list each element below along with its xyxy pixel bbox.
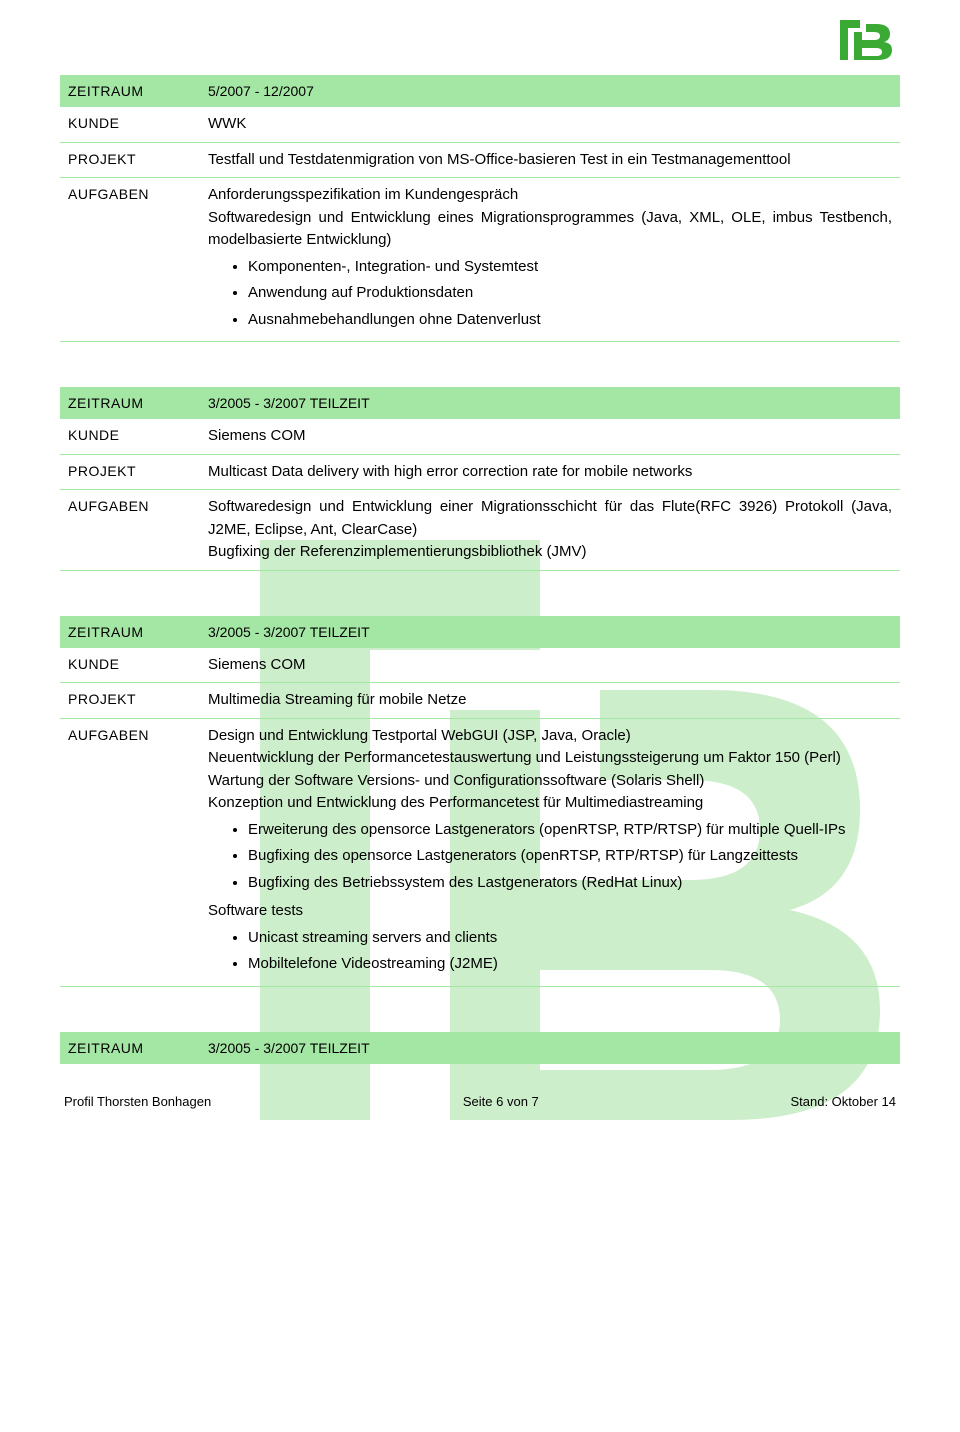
tasks-label: AUFGABEN <box>68 184 208 335</box>
task-bullet: Mobiltelefone Videostreaming (J2ME) <box>248 953 892 976</box>
tasks-row: AUFGABEN Softwaredesign und Entwicklung … <box>60 490 900 571</box>
tasks-intro: Design und Entwicklung Testportal WebGUI… <box>208 725 892 815</box>
task-bullet: Komponenten-, Integration- und Systemtes… <box>248 256 892 279</box>
tasks-row: AUFGABEN Design und Entwicklung Testport… <box>60 719 900 987</box>
tasks-bullets-2: Unicast streaming servers and clients Mo… <box>208 927 892 976</box>
period-value: 3/2005 - 3/2007 TEILZEIT <box>208 395 892 411</box>
tasks-bullets: Erweiterung des opensorce Lastgenerators… <box>208 819 892 895</box>
client-row: KUNDE Siemens COM <box>60 419 900 455</box>
client-value: WWK <box>208 113 892 136</box>
tasks-value: Anforderungsspezifikation im Kundengespr… <box>208 184 892 335</box>
tasks-intro: Anforderungsspezifikation im Kundengespr… <box>208 184 892 252</box>
client-row: KUNDE WWK <box>60 107 900 143</box>
project-value: Testfall und Testdatenmigration von MS-O… <box>208 149 892 172</box>
period-label: ZEITRAUM <box>68 1040 208 1056</box>
client-row: KUNDE Siemens COM <box>60 648 900 684</box>
period-value: 5/2007 - 12/2007 <box>208 83 892 99</box>
project-block: ZEITRAUM 5/2007 - 12/2007 KUNDE WWK PROJ… <box>60 75 900 342</box>
logo-icon <box>830 10 900 70</box>
project-label: PROJEKT <box>68 461 208 484</box>
project-row: PROJEKT Testfall und Testdatenmigration … <box>60 143 900 179</box>
period-value: 3/2005 - 3/2007 TEILZEIT <box>208 1040 892 1056</box>
footer-center: Seite 6 von 7 <box>463 1094 539 1109</box>
client-value: Siemens COM <box>208 425 892 448</box>
tasks-bullets: Komponenten-, Integration- und Systemtes… <box>208 256 892 332</box>
task-bullet: Erweiterung des opensorce Lastgenerators… <box>248 819 892 842</box>
project-row: PROJEKT Multicast Data delivery with hig… <box>60 455 900 491</box>
project-label: PROJEKT <box>68 149 208 172</box>
period-header-row: ZEITRAUM 3/2005 - 3/2007 TEILZEIT <box>60 616 900 648</box>
tasks-row: AUFGABEN Anforderungsspezifikation im Ku… <box>60 178 900 342</box>
client-value: Siemens COM <box>208 654 892 677</box>
project-block: ZEITRAUM 3/2005 - 3/2007 TEILZEIT KUNDE … <box>60 616 900 987</box>
project-value: Multicast Data delivery with high error … <box>208 461 892 484</box>
tasks-value: Softwaredesign und Entwicklung einer Mig… <box>208 496 892 564</box>
task-bullet: Bugfixing des Betriebssystem des Lastgen… <box>248 872 892 895</box>
period-label: ZEITRAUM <box>68 395 208 411</box>
task-bullet: Anwendung auf Produktionsdaten <box>248 282 892 305</box>
tasks-label: AUFGABEN <box>68 725 208 980</box>
project-label: PROJEKT <box>68 689 208 712</box>
period-value: 3/2005 - 3/2007 TEILZEIT <box>208 624 892 640</box>
client-label: KUNDE <box>68 425 208 448</box>
tasks-value: Design und Entwicklung Testportal WebGUI… <box>208 725 892 980</box>
tasks-intro: Softwaredesign und Entwicklung einer Mig… <box>208 496 892 564</box>
tasks-label: AUFGABEN <box>68 496 208 564</box>
period-label: ZEITRAUM <box>68 83 208 99</box>
project-value: Multimedia Streaming für mobile Netze <box>208 689 892 712</box>
period-header-row: ZEITRAUM 5/2007 - 12/2007 <box>60 75 900 107</box>
project-row: PROJEKT Multimedia Streaming für mobile … <box>60 683 900 719</box>
task-bullet: Bugfixing des opensorce Lastgenerators (… <box>248 845 892 868</box>
footer-left: Profil Thorsten Bonhagen <box>64 1094 211 1109</box>
client-label: KUNDE <box>68 654 208 677</box>
page-footer: Profil Thorsten Bonhagen Seite 6 von 7 S… <box>60 1094 900 1109</box>
period-label: ZEITRAUM <box>68 624 208 640</box>
period-header-row: ZEITRAUM 3/2005 - 3/2007 TEILZEIT <box>60 387 900 419</box>
period-header-row: ZEITRAUM 3/2005 - 3/2007 TEILZEIT <box>60 1032 900 1064</box>
project-block-trailing: ZEITRAUM 3/2005 - 3/2007 TEILZEIT <box>60 1032 900 1064</box>
tasks-outro: Software tests <box>208 900 892 923</box>
task-bullet: Ausnahmebehandlungen ohne Datenverlust <box>248 309 892 332</box>
footer-right: Stand: Oktober 14 <box>790 1094 896 1109</box>
project-block: ZEITRAUM 3/2005 - 3/2007 TEILZEIT KUNDE … <box>60 387 900 571</box>
task-bullet: Unicast streaming servers and clients <box>248 927 892 950</box>
client-label: KUNDE <box>68 113 208 136</box>
